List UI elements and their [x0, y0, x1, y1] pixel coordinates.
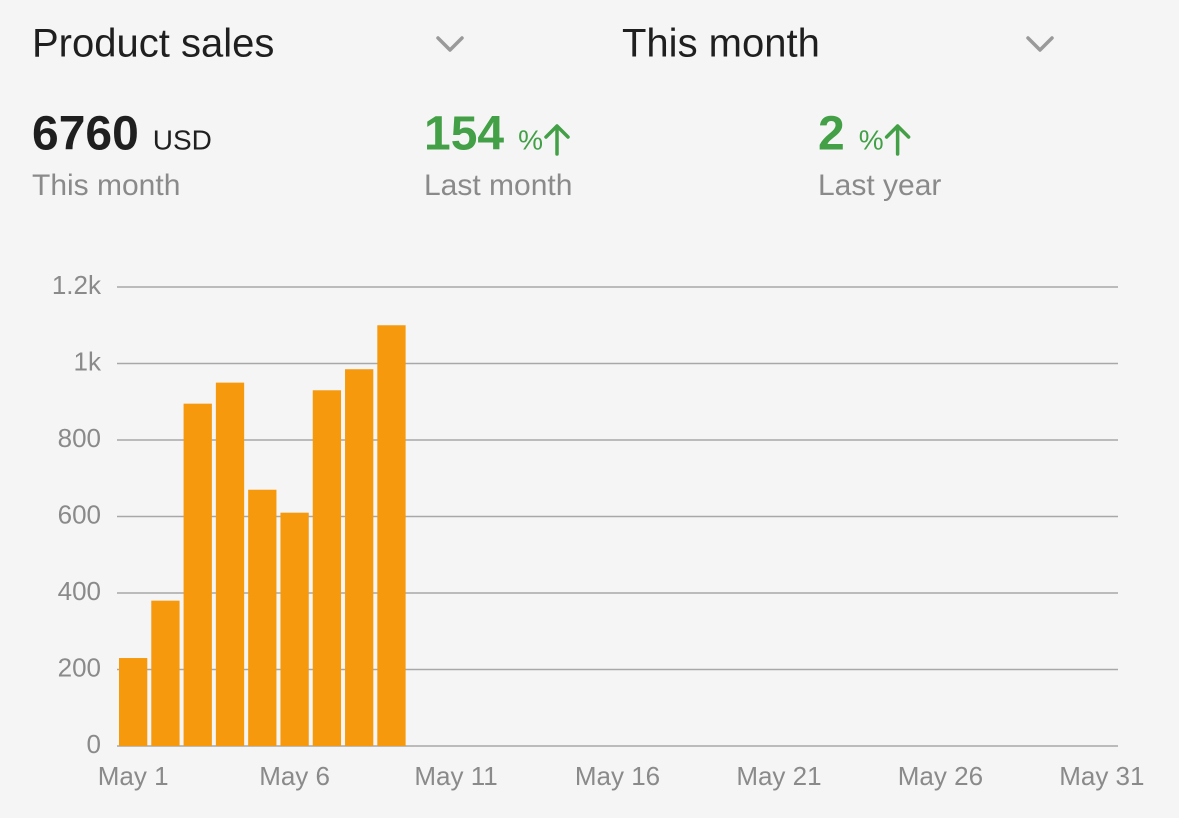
- bar: [215, 382, 245, 746]
- stat-unit: %: [859, 124, 884, 155]
- x-tick-label: May 6: [259, 761, 330, 791]
- x-tick-label: May 16: [575, 761, 660, 791]
- chevron[interactable]: [436, 36, 464, 52]
- y-tick-label: 400: [58, 576, 101, 606]
- product-dropdown[interactable]: Product sales: [32, 22, 464, 66]
- x-tick-label: May 11: [414, 761, 497, 791]
- x-tick-label: May 26: [898, 761, 983, 791]
- y-tick-label: 1.2k: [52, 270, 102, 300]
- stat-label: Last year: [818, 169, 941, 202]
- y-tick-label: 0: [87, 729, 101, 759]
- y-tick-label: 800: [58, 423, 101, 453]
- y-tick-label: 200: [58, 652, 101, 682]
- y-tick-label: 1k: [74, 346, 102, 376]
- up-arrow: [544, 124, 570, 156]
- period-dropdown[interactable]: This month: [622, 22, 1054, 66]
- bar: [183, 403, 212, 746]
- stat-value: 6760: [32, 108, 139, 161]
- x-tick-label: May 21: [736, 761, 821, 791]
- bar: [377, 325, 406, 746]
- stat-value: 2: [818, 108, 845, 161]
- y-tick-label: 600: [58, 499, 101, 529]
- stat-unit: USD: [153, 124, 212, 155]
- stat-label: This month: [32, 169, 180, 202]
- dropdown-label[interactable]: This month: [622, 22, 820, 66]
- chevron[interactable]: [1026, 36, 1054, 52]
- stat-unit: %: [518, 124, 543, 155]
- bar: [151, 600, 180, 746]
- bar: [280, 512, 309, 746]
- bar: [119, 658, 148, 746]
- stat-label: Last month: [424, 169, 572, 202]
- bar: [312, 390, 342, 746]
- x-tick-label: May 1: [98, 761, 169, 791]
- bar: [248, 489, 277, 746]
- x-tick-label: May 31: [1059, 761, 1144, 791]
- bar: [345, 369, 374, 746]
- stat-value: 154: [424, 108, 504, 161]
- up-arrow: [884, 124, 911, 156]
- dropdown-label[interactable]: Product sales: [32, 22, 274, 66]
